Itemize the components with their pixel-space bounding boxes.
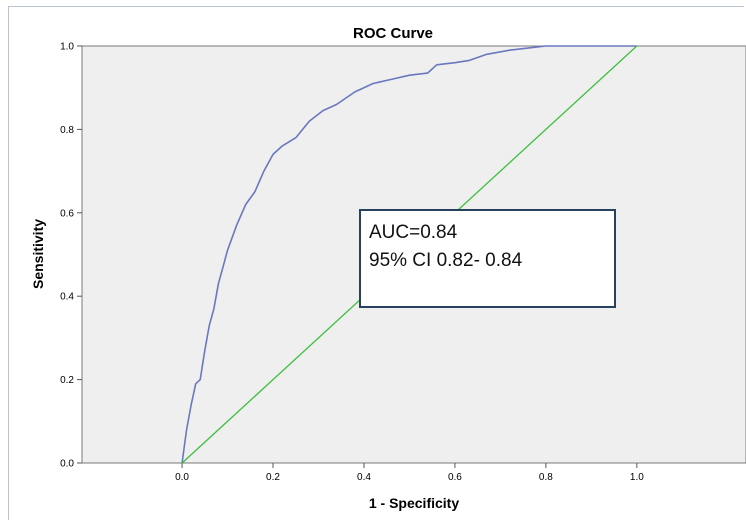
annotation-line-ci: 95% CI 0.82- 0.84: [369, 250, 523, 271]
y-tick-label: 0.8: [60, 125, 74, 136]
annotation-box: AUC=0.84 95% CI 0.82- 0.84: [359, 209, 616, 308]
x-tick-label: 0.6: [448, 472, 462, 483]
y-tick-label: 0.2: [60, 375, 74, 386]
x-tick-label: 0.8: [539, 472, 553, 483]
x-axis: 0.0 0.2 0.4 0.6 0.8 1.0: [175, 463, 644, 483]
y-axis: 0.0 0.2 0.4 0.6 0.8 1.0: [60, 42, 82, 470]
roc-curve-line: [181, 45, 637, 464]
chart-title: ROC Curve: [353, 25, 433, 42]
annotation-line-auc: AUC=0.84: [369, 222, 458, 243]
annotation-box-border: [359, 209, 616, 308]
x-tick-label: 0.2: [266, 472, 280, 483]
x-tick-label: 0.0: [175, 472, 189, 483]
y-tick-label: 0.6: [60, 208, 74, 219]
x-tick-label: 1.0: [630, 472, 644, 483]
y-tick-label: 1.0: [60, 42, 74, 53]
y-tick-label: 0.4: [60, 292, 74, 303]
x-tick-label: 0.4: [357, 472, 371, 483]
chart-frame: [8, 6, 744, 520]
y-axis-label: Sensitivity: [30, 219, 46, 289]
x-axis-label: 1 - Specificity: [369, 495, 459, 511]
y-tick-label: 0.0: [60, 459, 74, 470]
